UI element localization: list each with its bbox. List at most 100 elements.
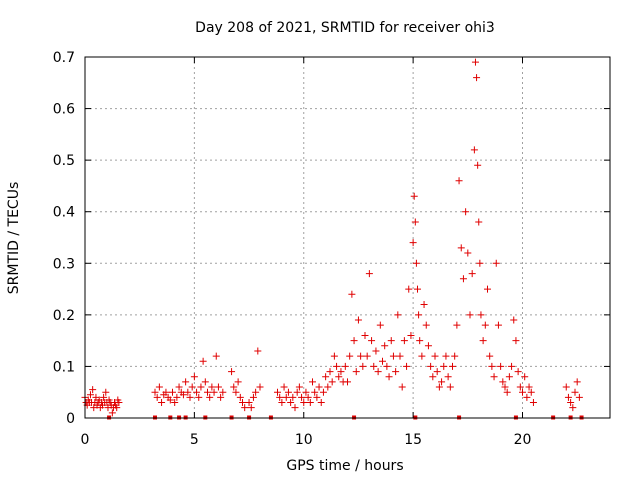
data-point <box>204 388 211 396</box>
data-point <box>232 388 240 396</box>
data-point <box>427 362 435 370</box>
data-point <box>337 368 345 376</box>
data-point <box>433 368 441 376</box>
data-point <box>302 388 310 396</box>
data-point <box>468 270 476 278</box>
data-point <box>317 399 325 407</box>
data-point <box>573 378 581 386</box>
data-point <box>252 388 260 396</box>
data-point <box>418 352 426 360</box>
data-point <box>210 388 218 396</box>
data-point <box>476 259 484 267</box>
data-point <box>311 388 319 396</box>
data-point <box>564 393 572 401</box>
data-point <box>335 373 343 381</box>
data-point <box>363 352 371 360</box>
data-point <box>486 352 494 360</box>
data-point <box>193 388 201 396</box>
data-point <box>217 393 225 401</box>
data-point <box>195 393 203 401</box>
data-point <box>449 362 456 370</box>
data-point <box>410 192 418 200</box>
y-tick-label: 0.7 <box>53 50 75 66</box>
data-point <box>466 311 474 319</box>
data-point <box>396 352 404 360</box>
data-point <box>435 383 443 391</box>
data-point <box>374 368 382 376</box>
data-point <box>400 337 408 345</box>
data-point <box>372 347 380 355</box>
data-point <box>313 393 321 401</box>
data-point <box>446 383 454 391</box>
data-point <box>344 378 351 386</box>
data-point <box>158 399 166 407</box>
data-point <box>155 383 163 391</box>
data-point <box>414 285 421 293</box>
data-point <box>341 362 349 370</box>
data-point <box>304 393 312 401</box>
data-point <box>475 218 483 226</box>
y-tick-label: 0.1 <box>53 359 75 375</box>
data-point <box>212 352 220 360</box>
data-point <box>208 383 216 391</box>
data-point <box>411 218 419 226</box>
data-point <box>256 383 264 391</box>
data-point <box>490 373 498 381</box>
data-point <box>319 388 327 396</box>
data-point <box>529 399 537 407</box>
data-point <box>440 362 448 370</box>
data-point <box>474 161 482 169</box>
data-point <box>394 311 402 319</box>
data-point <box>328 378 336 386</box>
data-point <box>153 393 161 401</box>
axis-ticks: 0 0.1 0.2 0.3 0.4 0.5 0.6 0.7 0 5 10 15 20 <box>53 50 610 448</box>
data-point <box>442 352 450 360</box>
data-point <box>324 383 332 391</box>
data-point <box>459 275 467 283</box>
data-point <box>274 388 281 396</box>
data-point <box>280 383 288 391</box>
data-point <box>494 321 502 329</box>
data-point <box>405 285 413 293</box>
data-point <box>379 357 386 365</box>
data-point <box>228 368 236 376</box>
data-point <box>424 342 432 350</box>
data-point <box>499 378 507 386</box>
y-tick-label: 0.4 <box>53 205 75 221</box>
data-point <box>527 388 535 396</box>
data-point <box>368 337 376 345</box>
y-tick-label: 0.6 <box>53 102 75 118</box>
data-point <box>385 373 393 381</box>
data-point <box>505 373 513 381</box>
data-point <box>479 337 487 345</box>
x-tick-label: 0 <box>81 432 90 448</box>
data-point <box>429 373 437 381</box>
data-point <box>201 378 209 386</box>
data-point <box>350 337 358 345</box>
data-point <box>488 362 496 370</box>
data-point <box>291 404 299 412</box>
x-axis-label: GPS time / hours <box>286 458 403 474</box>
data-point <box>525 383 533 391</box>
y-tick-label: 0.5 <box>53 153 75 169</box>
data-point <box>284 388 292 396</box>
data-point <box>352 368 360 376</box>
data-point <box>89 386 97 394</box>
data-point <box>298 393 306 401</box>
data-point <box>501 383 509 391</box>
x-tick-label: 15 <box>404 432 422 448</box>
data-point <box>236 393 244 401</box>
data-point <box>293 388 301 396</box>
data-point <box>249 393 257 401</box>
data-point <box>370 362 378 370</box>
data-point <box>179 391 187 399</box>
data-point <box>230 383 238 391</box>
data-point <box>234 378 242 386</box>
data-point <box>289 393 297 401</box>
data-point <box>239 399 246 407</box>
data-point <box>199 357 207 365</box>
data-point <box>523 393 531 401</box>
data-point <box>287 399 295 407</box>
data-point <box>416 337 424 345</box>
data-point <box>381 342 389 350</box>
